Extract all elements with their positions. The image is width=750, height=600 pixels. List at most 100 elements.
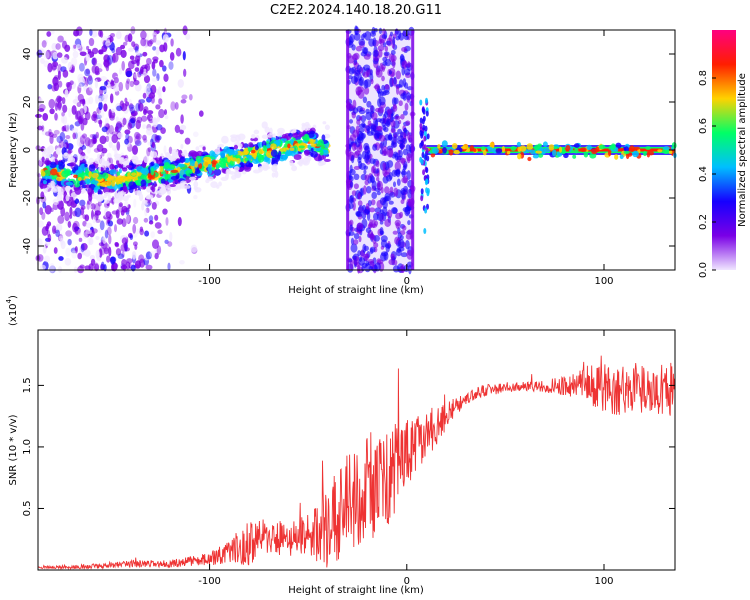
spectrogram-cell — [89, 133, 95, 139]
spectrogram-cell — [109, 163, 115, 170]
spectrogram-cell — [146, 57, 152, 65]
spectrogram-cell — [47, 233, 52, 243]
spectrogram-cell — [422, 169, 426, 176]
spectrogram-cell — [147, 147, 152, 153]
spectrogram-cell — [147, 141, 152, 146]
spectrogram-cell — [168, 61, 174, 70]
spectrogram-cell — [595, 146, 600, 153]
spectrogram-cell — [376, 176, 380, 182]
spectrogram-cell — [132, 216, 139, 225]
spectrogram-cell — [174, 102, 179, 110]
spectrogram-cell — [170, 101, 176, 111]
spectrogram-cell — [94, 158, 102, 164]
spectrogram-cell — [365, 260, 370, 267]
spectrogram-cell — [84, 137, 91, 147]
spectrogram-cell — [355, 125, 360, 135]
spectrogram-cell — [195, 155, 202, 164]
spectrogram-cell — [51, 84, 57, 92]
spectrogram-cell — [407, 131, 411, 141]
spectrogram-cell — [642, 150, 647, 157]
spectrogram-cell — [92, 180, 99, 185]
spectrogram-cell — [369, 174, 374, 183]
spectrogram-cell — [82, 155, 89, 160]
spectrogram-cell — [619, 154, 624, 160]
spectrogram-cell — [151, 31, 158, 38]
spectrogram-cell — [125, 70, 133, 78]
spectrogram-cell — [92, 111, 98, 119]
spectrogram-cell — [356, 64, 362, 73]
spectrogram-cell — [77, 176, 82, 182]
spectrogram-cell — [402, 29, 410, 37]
spectrogram-cell — [91, 193, 97, 199]
spectrogram-cell — [89, 29, 93, 36]
spectrogram-cell — [101, 147, 108, 154]
spectrogram-cell — [206, 176, 214, 182]
spectrogram-cell — [355, 86, 362, 96]
spectrogram-cell — [44, 205, 52, 215]
spectrogram-cell — [366, 69, 370, 78]
spectrogram-cell — [382, 28, 386, 36]
spectrogram-cell — [349, 164, 353, 174]
spectrogram-cell — [121, 218, 127, 228]
spectrogram-cell — [126, 214, 132, 225]
spectrogram-cell — [365, 227, 372, 234]
spectrogram-cell — [139, 66, 144, 75]
spectrogram-cell — [349, 33, 355, 43]
spectrogram-cell — [149, 250, 156, 258]
spectrogram-cell — [397, 239, 405, 249]
spectrogram-cell — [386, 108, 393, 115]
spectrogram-cell — [154, 222, 162, 229]
spectrogram-cell — [151, 141, 156, 149]
spectrogram-cell — [91, 64, 98, 74]
spectrogram-cell — [124, 34, 130, 43]
spectrogram-cell — [350, 237, 355, 245]
spectrogram-cell — [71, 57, 78, 67]
spectrogram-cell — [129, 55, 135, 60]
spectrogram-cell — [183, 68, 187, 77]
spectrogram-cell — [381, 146, 388, 155]
spectrogram-cell — [103, 103, 108, 112]
spectrogram-cell — [400, 264, 406, 274]
spectrogram-cell — [250, 133, 256, 139]
spectrogram-cell — [58, 256, 64, 261]
spectrogram-cell — [77, 73, 84, 83]
spectrogram-cell — [397, 232, 402, 239]
spectrogram-cell — [167, 164, 176, 170]
spectrogram-ylabel: Frequency (Hz) — [8, 112, 19, 188]
spectrogram-cell — [103, 93, 109, 99]
spectrogram-cell — [420, 195, 424, 202]
spectrogram-cell — [57, 100, 63, 109]
spectrogram-cell — [426, 203, 429, 210]
spectrogram-cell — [120, 49, 127, 59]
spectrogram-cell — [506, 150, 511, 155]
spectrogram-cell — [61, 56, 68, 64]
spectrogram-cell — [372, 164, 376, 174]
snr-multiplier-base: (x10 — [8, 303, 19, 326]
spectrogram-cell — [382, 206, 388, 217]
spectrogram-cell — [108, 234, 112, 245]
spectrogram-cell — [257, 154, 264, 161]
spectrogram-cell — [364, 253, 370, 259]
spectrogram-cell — [388, 200, 394, 205]
spectrogram-cell — [573, 143, 580, 148]
spectrogram-cell — [221, 135, 229, 144]
spectrogram-cell — [63, 139, 69, 150]
spectrogram-cell — [175, 47, 182, 57]
spectrogram-cell — [179, 129, 184, 135]
spectrogram-cell — [126, 78, 131, 84]
spectrogram-cell — [100, 76, 107, 82]
spectrogram-cell — [310, 143, 317, 148]
spectrogram-cell — [178, 149, 183, 158]
spectrogram-cell — [349, 219, 354, 227]
spectrogram-cell — [53, 247, 58, 254]
spectrogram-cell — [233, 166, 240, 172]
spectrogram-cell — [324, 124, 330, 131]
spectrogram-cell — [151, 202, 157, 210]
spectrogram-cell — [354, 137, 361, 148]
spectrogram-cell — [469, 145, 475, 151]
spectrogram-cell — [51, 133, 58, 138]
spectrogram-cell — [165, 195, 171, 202]
spectrogram-cell — [113, 224, 118, 233]
spectrogram-cell — [154, 183, 158, 187]
spectrogram-cell — [227, 156, 231, 163]
